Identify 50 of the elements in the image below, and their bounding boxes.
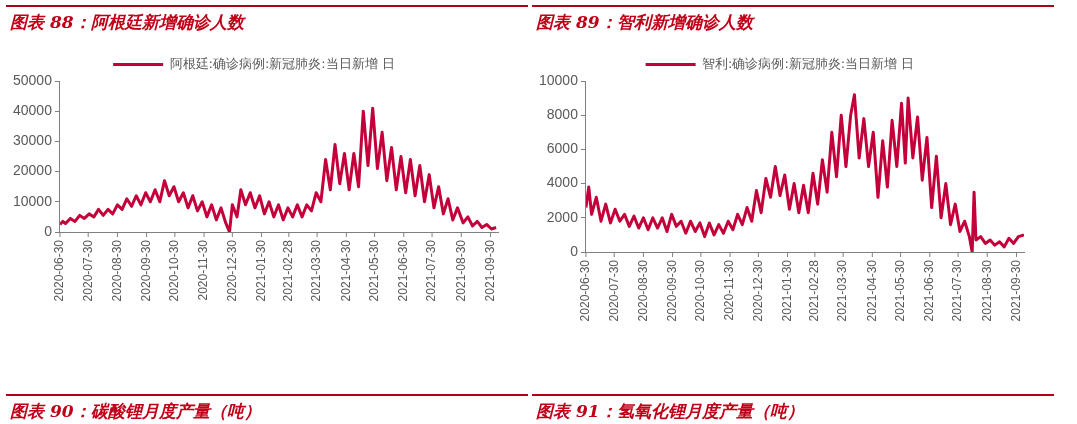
x-tick-label: 2021-06-30 [396,239,411,302]
chart-title: 图表 88：阿根廷新增确诊人数 [6,5,528,34]
x-tick-label: 2021-03-30 [309,239,324,302]
y-tick-label: 0 [44,222,53,239]
y-tick-label: 8000 [546,106,579,123]
x-tick-label: 2021-06-30 [922,259,937,322]
chart-title: 图表 89：智利新增确诊人数 [532,5,1054,34]
y-tick-label: 6000 [546,140,579,157]
y-tick-label: 50000 [12,71,53,88]
text: 图表 91：氢氧化锂月度产量（吨） [532,394,1054,423]
x-tick-label: 2021-09-30 [1008,259,1023,322]
x-tick-label: 2021-07-30 [950,259,965,322]
x-tick-label: 2020-11-30 [722,259,737,321]
x-tick-label: 2020-07-30 [606,259,621,322]
x-tick-label: 2021-05-30 [366,239,381,302]
y-tick-label: 30000 [12,132,53,149]
x-tick-label: 2020-12-30 [224,239,239,302]
y-tick-label: 20000 [12,162,53,179]
x-tick-label: 2020-12-30 [750,259,765,322]
x-tick-label: 2021-02-28 [807,259,822,322]
x-tick-label: 2021-08-30 [453,239,468,302]
x-tick-label: 2021-08-30 [979,259,994,322]
x-tick-label: 2020-10-30 [693,259,708,322]
x-tick-label: 2021-02-28 [281,239,296,302]
x-tick-label: 2021-04-30 [338,239,353,302]
x-tick-label: 2021-03-30 [835,259,850,322]
text: 图表 90：碳酸锂月度产量（吨） [6,394,528,423]
x-tick-label: 2020-06-30 [52,239,67,302]
x-tick-label: 2020-06-30 [578,259,593,322]
x-tick-label: 2020-08-30 [635,259,650,322]
legend-label: 智利:确诊病例:新冠肺炎:当日新增 日 [702,55,915,71]
x-tick-label: 2020-11-30 [196,239,211,301]
x-tick-label: 2021-01-30 [253,239,268,302]
x-tick-label: 2020-08-30 [109,239,124,302]
y-tick-label: 0 [570,242,579,259]
x-tick-label: 2020-10-30 [167,239,182,302]
legend-label: 阿根廷:确诊病例:新冠肺炎:当日新增 日 [169,55,395,71]
x-tick-label: 2021-07-30 [424,239,439,302]
y-tick-label: 40000 [12,102,53,119]
y-tick-label: 2000 [546,208,579,225]
x-tick-label: 2021-09-30 [482,239,497,302]
x-tick-label: 2021-04-30 [864,259,879,322]
x-tick-label: 2020-09-30 [664,259,679,322]
y-tick-label: 10000 [538,71,579,88]
x-tick-label: 2021-01-30 [779,259,794,322]
y-tick-label: 4000 [546,174,579,191]
y-tick-label: 10000 [12,192,53,209]
x-tick-label: 2020-07-30 [80,239,95,302]
x-tick-label: 2020-09-30 [138,239,153,302]
x-tick-label: 2021-05-30 [892,259,907,322]
